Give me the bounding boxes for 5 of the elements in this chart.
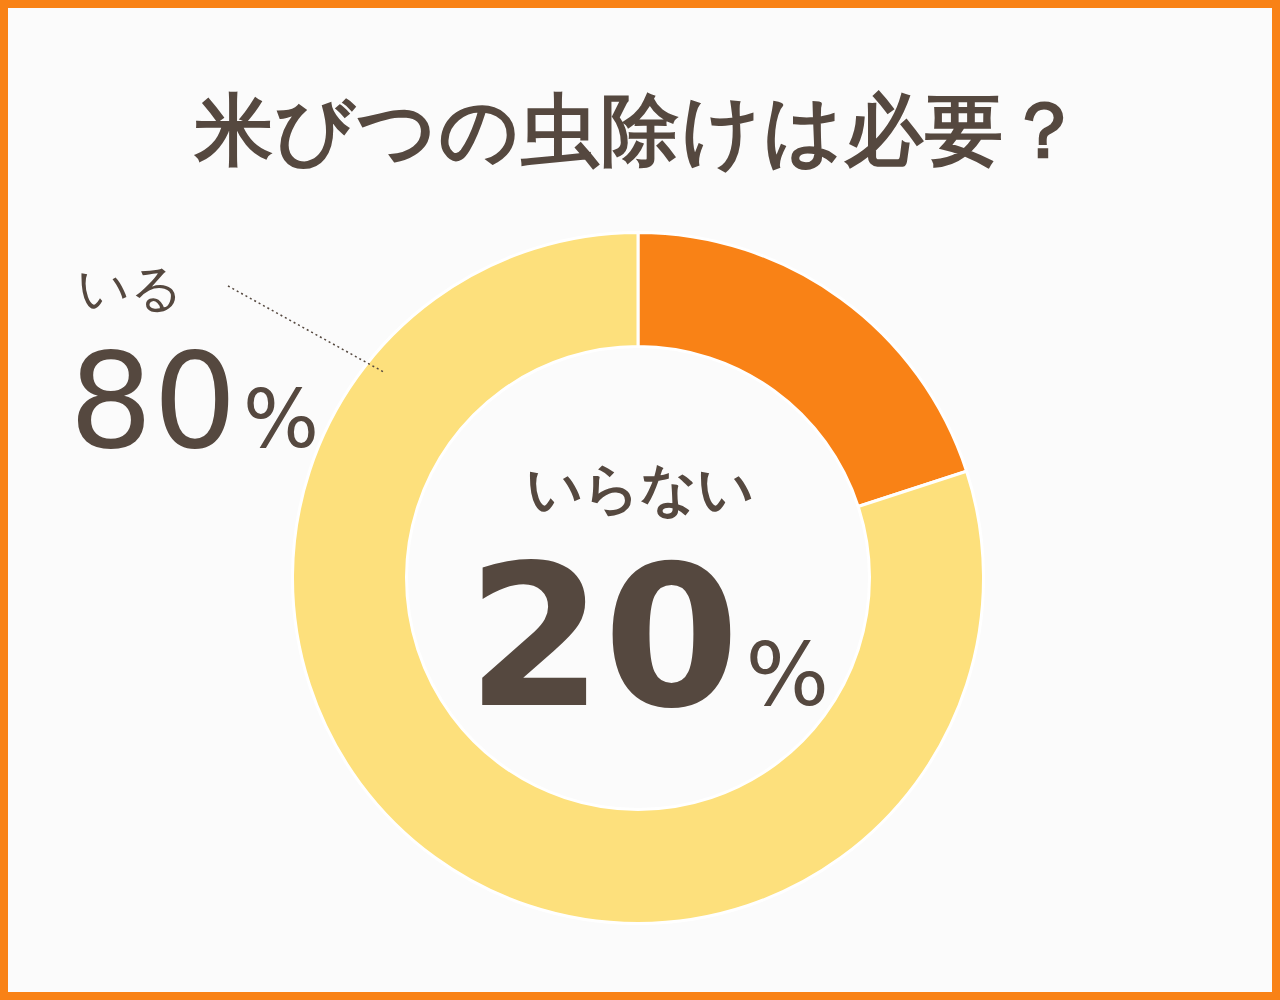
slice-label: いらない xyxy=(526,456,754,521)
data-label: 20% xyxy=(466,523,830,751)
slice-label: いる xyxy=(77,258,183,318)
chart-title: 米びつの虫除けは必要？ xyxy=(193,84,1086,177)
data-label: 80% xyxy=(69,324,319,478)
